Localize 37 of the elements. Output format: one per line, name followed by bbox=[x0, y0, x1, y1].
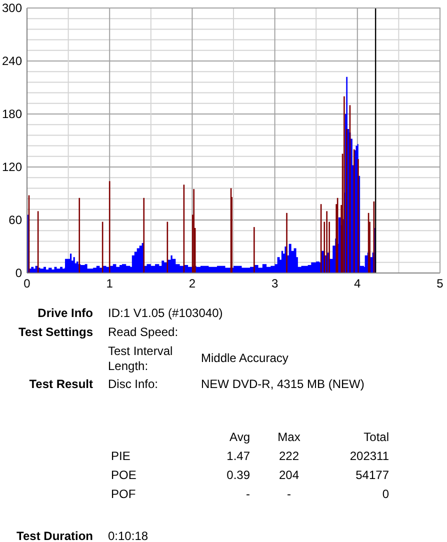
x-tick-label: 4 bbox=[354, 276, 362, 291]
text: ID:1 V1.05 (#103040) bbox=[108, 306, 223, 320]
y-tick-label: 0 bbox=[15, 266, 22, 280]
text: Read Speed: bbox=[108, 325, 178, 340]
text: - bbox=[246, 487, 250, 502]
x-tick-label: 3 bbox=[271, 276, 278, 291]
text: 0.39 bbox=[226, 468, 250, 482]
text: Avg bbox=[230, 430, 250, 444]
text: Test Result bbox=[29, 377, 93, 392]
text: Test Duration bbox=[16, 529, 93, 542]
text: 0:10:18 bbox=[108, 529, 148, 542]
text: 54177 bbox=[356, 468, 390, 482]
text: Total bbox=[364, 430, 389, 444]
text: NEW DVD-R, 4315 MB (NEW) bbox=[201, 377, 364, 392]
y-tick-label: 240 bbox=[2, 54, 22, 68]
text: Middle Accuracy bbox=[201, 351, 288, 366]
text: POE bbox=[111, 468, 136, 482]
text: - bbox=[287, 487, 291, 502]
text: Test Interval Length: bbox=[108, 344, 173, 374]
text: 0 bbox=[382, 487, 390, 502]
text: Disc Info: bbox=[108, 377, 158, 392]
y-tick-label: 60 bbox=[8, 212, 22, 227]
text: PIE bbox=[111, 449, 130, 464]
y-tick-label: 120 bbox=[2, 160, 22, 174]
text: 202311 bbox=[350, 449, 390, 464]
text: 1.47 bbox=[226, 449, 250, 464]
text: POF bbox=[111, 487, 136, 502]
x-tick-label: 2 bbox=[188, 276, 196, 291]
text: Max bbox=[278, 430, 300, 444]
y-tick-label: 180 bbox=[2, 106, 22, 121]
text: 204 bbox=[278, 468, 300, 482]
x-tick-label: 1 bbox=[106, 276, 114, 291]
y-tick-label: 300 bbox=[2, 0, 22, 15]
text: Drive Info bbox=[38, 306, 93, 320]
x-tick-label: 5 bbox=[436, 276, 444, 291]
text: Test Settings bbox=[18, 325, 94, 340]
text: 222 bbox=[278, 449, 300, 464]
